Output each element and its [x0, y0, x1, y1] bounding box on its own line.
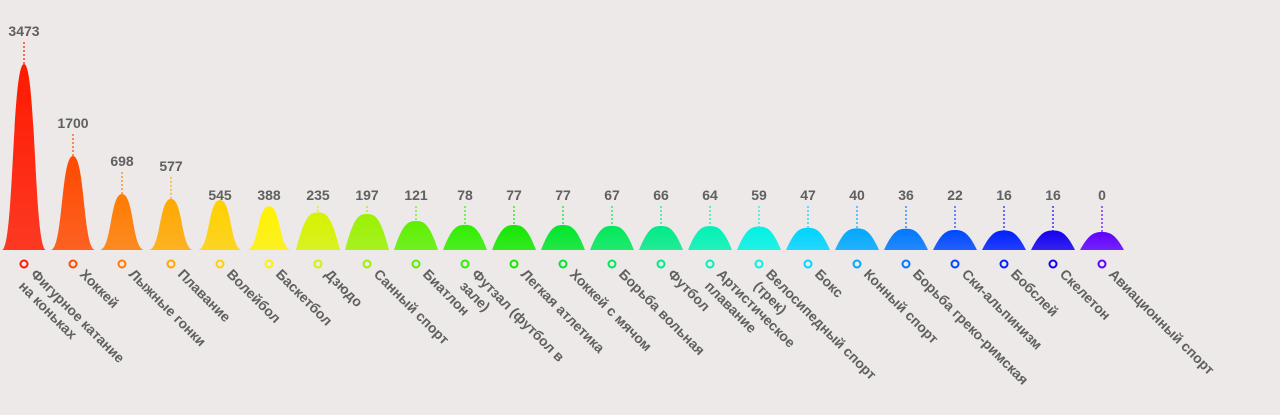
data-peak — [51, 156, 95, 250]
data-peak — [100, 194, 144, 250]
value-label: 3473 — [8, 23, 39, 39]
category-label: Хоккей с мячом — [567, 266, 655, 354]
data-peak — [884, 228, 928, 250]
data-peak — [2, 64, 46, 250]
category-marker-icon — [68, 259, 78, 269]
category-marker-icon — [754, 259, 764, 269]
data-peak — [247, 206, 291, 250]
data-peak — [443, 224, 487, 250]
category-marker-icon — [901, 259, 911, 269]
data-peak — [541, 224, 585, 250]
category-label: Скелетон — [1057, 266, 1114, 323]
data-peak — [933, 229, 977, 250]
category-marker-icon — [852, 259, 862, 269]
value-label: 545 — [208, 187, 232, 203]
category-marker-icon — [656, 259, 666, 269]
value-label: 77 — [555, 187, 571, 203]
value-label: 40 — [849, 187, 865, 203]
category-marker-icon — [558, 259, 568, 269]
data-peak — [394, 220, 438, 250]
category-label: Футзал (футбол взале) — [457, 266, 568, 377]
value-label: 66 — [653, 187, 669, 203]
data-peak — [492, 224, 536, 250]
category-marker-icon — [803, 259, 813, 269]
data-peak — [296, 212, 340, 250]
category-label: Хоккей — [77, 266, 122, 311]
data-peak — [737, 226, 781, 250]
category-label: Фигурное катаниена коньках — [16, 266, 128, 378]
data-peak — [1031, 230, 1075, 250]
value-label: 59 — [751, 187, 767, 203]
value-label: 235 — [306, 187, 330, 203]
value-label: 67 — [604, 187, 620, 203]
data-peak — [786, 227, 830, 250]
category-marker-icon — [509, 259, 519, 269]
value-label: 78 — [457, 187, 473, 203]
category-label: Борьба вольная — [616, 266, 708, 358]
data-peak — [688, 226, 732, 250]
category-label: Авиационный спорт — [1106, 266, 1218, 378]
data-peak — [835, 228, 879, 250]
category-marker-icon — [950, 259, 960, 269]
category-marker-icon — [607, 259, 617, 269]
value-label: 47 — [800, 187, 816, 203]
category-marker-icon — [1097, 259, 1107, 269]
category-label: Легкая атлетика — [518, 266, 608, 356]
data-peak — [345, 214, 389, 250]
data-peak — [982, 230, 1026, 250]
category-marker-icon — [705, 259, 715, 269]
value-label: 1700 — [57, 115, 88, 131]
category-marker-icon — [460, 259, 470, 269]
data-peak — [1080, 232, 1124, 250]
category-marker-icon — [117, 259, 127, 269]
category-marker-icon — [411, 259, 421, 269]
value-label: 121 — [404, 187, 428, 203]
value-label: 388 — [257, 187, 281, 203]
category-marker-icon — [166, 259, 176, 269]
category-marker-icon — [264, 259, 274, 269]
value-label: 77 — [506, 187, 522, 203]
data-peak — [198, 200, 242, 250]
category-marker-icon — [215, 259, 225, 269]
value-label: 64 — [702, 187, 718, 203]
data-peak — [639, 225, 683, 250]
data-peak — [590, 225, 634, 250]
category-marker-icon — [362, 259, 372, 269]
category-marker-icon — [1048, 259, 1058, 269]
value-label: 16 — [996, 187, 1012, 203]
value-label: 0 — [1098, 187, 1106, 203]
value-label: 36 — [898, 187, 914, 203]
value-label: 16 — [1045, 187, 1061, 203]
data-peak — [149, 198, 193, 250]
value-label: 698 — [110, 153, 134, 169]
category-marker-icon — [19, 259, 29, 269]
category-marker-icon — [999, 259, 1009, 269]
category-label: Дзюдо — [322, 266, 366, 310]
category-label: Бокс — [812, 266, 847, 301]
value-label: 577 — [159, 158, 183, 174]
value-label: 197 — [355, 187, 379, 203]
value-label: 22 — [947, 187, 963, 203]
category-marker-icon — [313, 259, 323, 269]
